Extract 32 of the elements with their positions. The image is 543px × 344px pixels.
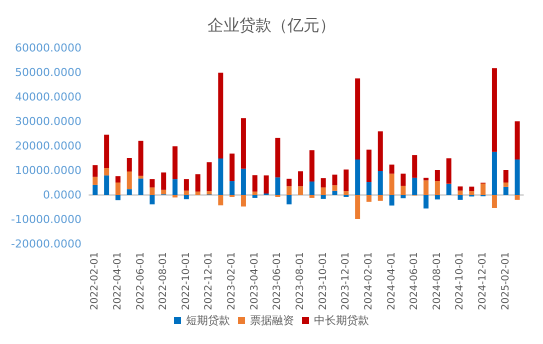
x-tick-label: 2023-04-01 — [249, 252, 260, 310]
y-tick-label: 10000.0000 — [14, 164, 82, 177]
legend-label: 短期贷款 — [186, 314, 230, 327]
x-tick-label: 2023-12-01 — [340, 252, 352, 310]
legend-label: 中长期贷款 — [314, 314, 369, 327]
x-tick-label: 2022-04-01 — [112, 252, 124, 310]
x-tick-label: 2023-10-01 — [318, 252, 329, 310]
y-tick-label: 60000.0000 — [14, 42, 82, 54]
x-tick-label: 2023-08-01 — [295, 252, 306, 310]
legend-label: 票据融资 — [250, 314, 294, 327]
y-tick-label: 0.0000 — [42, 188, 82, 202]
x-tick-label: 2023-02-01 — [226, 252, 238, 310]
chart-title: 企业贷款（亿元） — [208, 16, 336, 34]
x-tick-label: 2022-12-01 — [204, 252, 215, 310]
y-tick-label: 30000.0000 — [14, 115, 82, 128]
y-tick-label: 50000.0000 — [14, 66, 82, 79]
y-tick-label: 40000.0000 — [14, 90, 82, 104]
x-tick-label: 2022-10-01 — [180, 252, 192, 310]
x-tick-label: 2022-06-01 — [135, 252, 146, 310]
x-tick-label: 2023-06-01 — [272, 252, 284, 310]
x-tick-label: 2024-04-01 — [386, 252, 398, 310]
y-tick-label: -10000.0000 — [11, 213, 82, 226]
x-tick-label: 2024-10-01 — [454, 252, 466, 310]
x-tick-label: 2024-02-01 — [363, 252, 374, 310]
x-tick-label: 2022-02-01 — [90, 252, 101, 310]
x-tick-label: 2024-08-01 — [432, 252, 443, 310]
y-tick-label: 20000.0000 — [14, 140, 82, 152]
x-tick-label: 2025-02-01 — [500, 252, 512, 310]
x-tick-label: 2024-06-01 — [409, 252, 420, 310]
x-tick-label: 2024-12-01 — [478, 252, 489, 310]
x-tick-label: 2022-08-01 — [158, 252, 170, 310]
y-tick-label: -20000.0000 — [11, 238, 82, 250]
